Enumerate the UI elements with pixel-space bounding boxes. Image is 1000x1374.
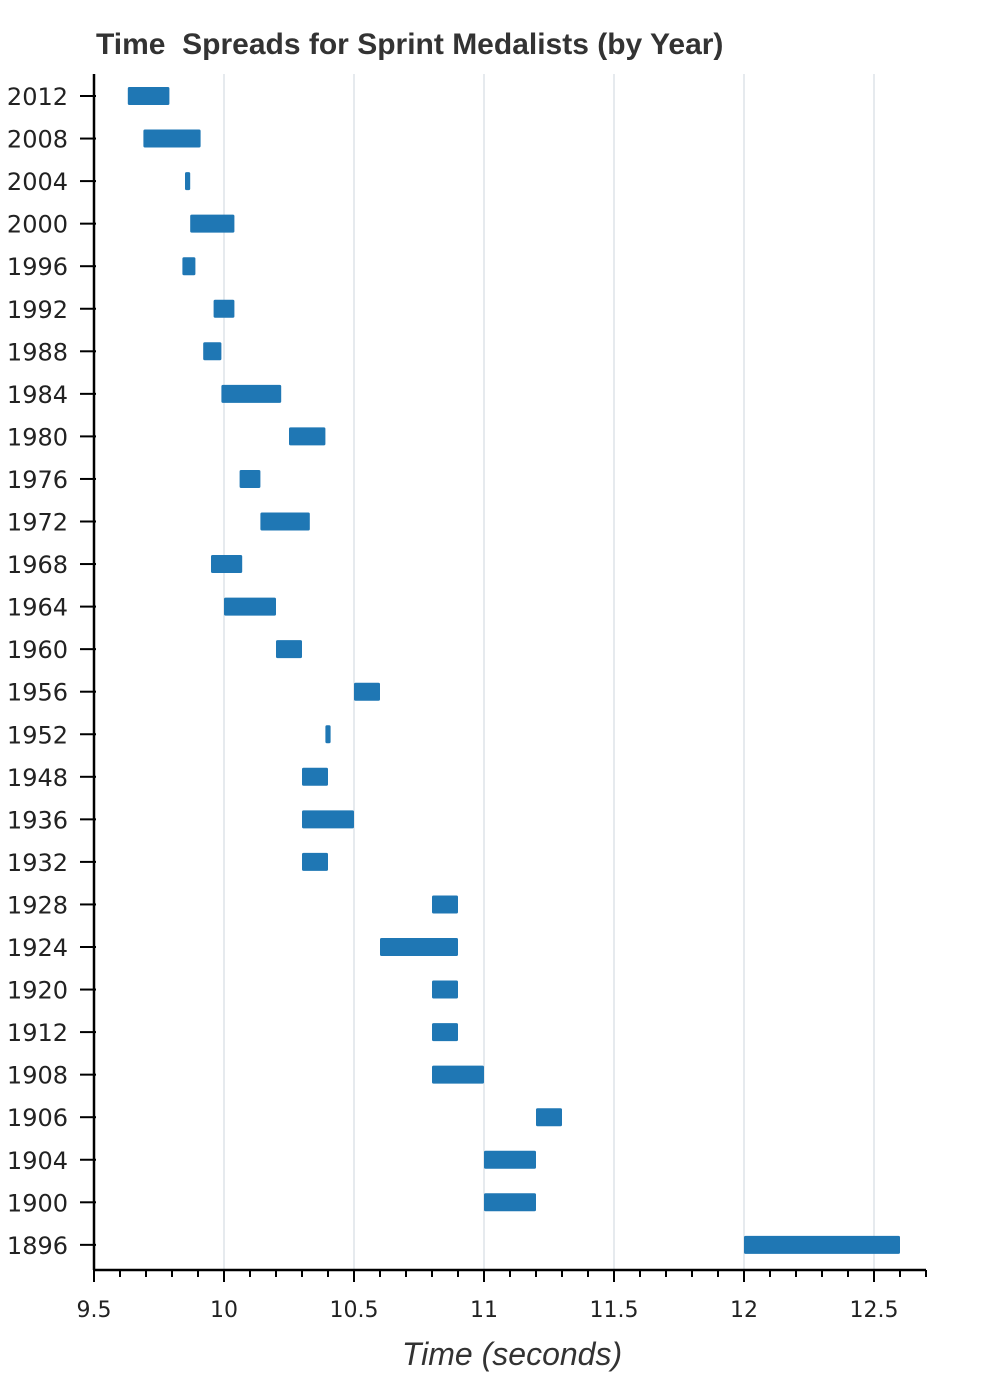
bar-1900	[484, 1193, 536, 1212]
y-tick-label-2012: 2012	[7, 83, 68, 111]
bar-1920	[432, 980, 458, 999]
bar-1988	[203, 342, 222, 361]
bar-1972	[260, 512, 310, 531]
y-tick-label-1932: 1932	[7, 849, 68, 877]
y-tick-label-1980: 1980	[7, 423, 68, 451]
bar-1912	[432, 1023, 458, 1042]
y-tick-label-1992: 1992	[7, 296, 68, 324]
bar-2008	[143, 129, 201, 148]
y-tick-label-1952: 1952	[7, 721, 68, 749]
bar-2004	[185, 172, 191, 191]
bar-1996	[182, 257, 196, 276]
bar-2012	[127, 87, 170, 105]
y-tick-label-1996: 1996	[7, 253, 68, 281]
y-tick-label-1948: 1948	[7, 764, 68, 792]
y-tick-label-1964: 1964	[7, 594, 68, 622]
y-tick-label-2008: 2008	[7, 126, 68, 154]
y-tick-label-1936: 1936	[7, 806, 68, 834]
y-tick-label-1908: 1908	[7, 1062, 68, 1090]
y-tick-label-1968: 1968	[7, 551, 68, 579]
bar-1924	[380, 938, 458, 956]
y-tick-label-1912: 1912	[7, 1019, 68, 1047]
y-tick-label-1904: 1904	[7, 1147, 68, 1175]
gridlines	[223, 74, 875, 1270]
bar-1908	[432, 1065, 484, 1084]
bar-1964	[224, 597, 276, 616]
bar-1896	[744, 1235, 900, 1254]
y-tick-label-1920: 1920	[7, 977, 68, 1005]
x-tick-label-11: 11	[470, 1298, 498, 1323]
y-tick-label-1960: 1960	[7, 636, 68, 664]
bar-1960	[276, 640, 302, 659]
y-tick-label-1906: 1906	[7, 1104, 68, 1132]
bar-1956	[354, 682, 380, 701]
y-tick-label-1956: 1956	[7, 679, 68, 707]
bar-1992	[213, 299, 235, 318]
y-tick-label-1984: 1984	[7, 381, 68, 409]
y-tick-label-1928: 1928	[7, 891, 68, 919]
bar-1976	[239, 469, 261, 488]
y-tick-label-1972: 1972	[7, 509, 68, 537]
bar-1906	[536, 1108, 562, 1127]
bar-1936	[302, 810, 354, 829]
bar-1948	[302, 767, 328, 786]
y-tick-label-1896: 1896	[7, 1232, 68, 1260]
y-tick-label-1988: 1988	[7, 338, 68, 366]
x-tick-label-12: 12	[730, 1298, 758, 1323]
x-tick-label-10.5: 10.5	[330, 1298, 379, 1323]
bar-1928	[432, 895, 458, 914]
y-tick-label-1976: 1976	[7, 466, 68, 494]
bar-1952	[325, 725, 331, 744]
bar-1968	[211, 555, 243, 574]
chart-title: Time Spreads for Sprint Medalists (by Ye…	[96, 28, 723, 61]
bars	[127, 87, 900, 1254]
y-tick-label-2004: 2004	[7, 168, 68, 196]
x-tick-label-11.5: 11.5	[590, 1298, 639, 1323]
x-axis-label: Time (seconds)	[402, 1336, 622, 1372]
bar-1904	[484, 1150, 536, 1169]
bar-1980	[289, 427, 326, 446]
x-tick-label-12.5: 12.5	[850, 1298, 899, 1323]
bar-1984	[221, 384, 282, 403]
y-tick-label-2000: 2000	[7, 211, 68, 239]
y-tick-label-1924: 1924	[7, 934, 68, 962]
x-tick-label-9.5: 9.5	[77, 1298, 112, 1323]
x-axis: 9.5 10 10.5 11 11.5 12 12.5	[77, 1268, 927, 1323]
y-axis: 2012 2008 2004 2000 1996 1992 1988 1984 1980 1976…	[7, 74, 96, 1270]
bar-2000	[190, 214, 235, 233]
y-tick-label-1900: 1900	[7, 1189, 68, 1217]
x-tick-label-10: 10	[210, 1298, 238, 1323]
bar-1932	[302, 852, 328, 871]
